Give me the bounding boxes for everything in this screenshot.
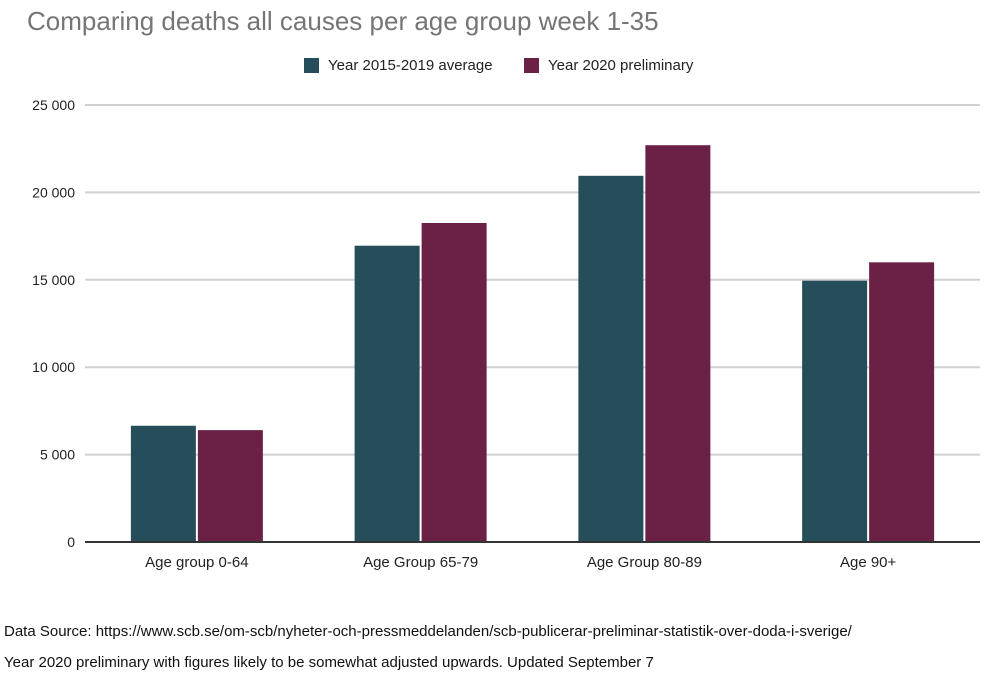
legend-label-2015-2019: Year 2015-2019 average xyxy=(328,57,493,74)
bar xyxy=(578,175,644,542)
bar xyxy=(645,145,711,543)
data-source-note: Data Source: https://www.scb.se/om-scb/n… xyxy=(4,623,852,640)
bar xyxy=(869,262,935,542)
legend-item-2015-2019: Year 2015-2019 average xyxy=(304,57,493,74)
bar xyxy=(130,425,196,542)
legend-label-2020: Year 2020 preliminary xyxy=(548,57,694,74)
preliminary-note: Year 2020 preliminary with figures likel… xyxy=(4,654,654,671)
bars xyxy=(130,145,935,543)
x-tick-label: Age group 0-64 xyxy=(145,554,248,571)
x-tick-label: Age Group 80-89 xyxy=(587,554,702,571)
chart-title: Comparing deaths all causes per age grou… xyxy=(27,6,659,36)
bar xyxy=(354,245,420,543)
y-tick-label: 15 000 xyxy=(32,272,75,288)
legend-swatch-2020 xyxy=(524,58,539,73)
legend-item-2020: Year 2020 preliminary xyxy=(524,57,693,74)
y-tick-label: 25 000 xyxy=(32,97,75,113)
y-tick-label: 20 000 xyxy=(32,184,75,200)
legend: Year 2015-2019 average Year 2020 prelimi… xyxy=(0,57,1004,79)
x-tick-label: Age 90+ xyxy=(840,554,897,571)
bar xyxy=(421,222,487,543)
legend-swatch-2015-2019 xyxy=(304,58,319,73)
y-tick-label: 0 xyxy=(67,534,75,550)
bar xyxy=(802,280,868,542)
bar xyxy=(197,430,263,542)
y-tick-label: 10 000 xyxy=(32,359,75,375)
y-tick-label: 5 000 xyxy=(40,447,75,463)
axes: 0 5 000 10 000 15 000 20 000 25 000 Age group … xyxy=(32,97,980,571)
x-tick-label: Age Group 65-79 xyxy=(363,554,478,571)
bar-chart: 0 5 000 10 000 15 000 20 000 25 000 Age group … xyxy=(32,97,980,571)
